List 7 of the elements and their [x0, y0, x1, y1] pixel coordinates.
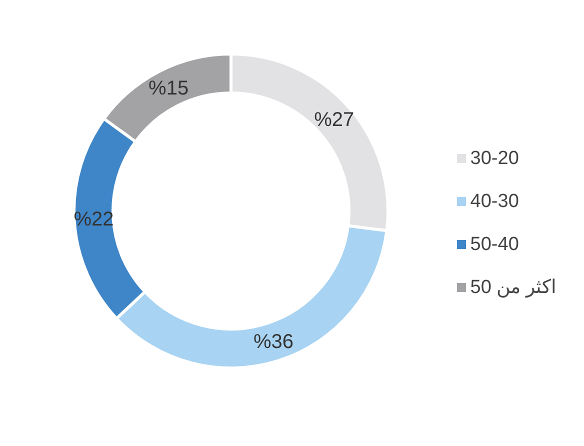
legend-label: 50-40	[470, 234, 519, 255]
legend-label: 30-20	[470, 148, 519, 169]
legend-label: 40-30	[470, 191, 519, 212]
data-label: %36	[253, 330, 294, 353]
data-label: %15	[148, 77, 189, 100]
data-label: %27	[314, 109, 354, 132]
legend-label: اكثر من 50	[470, 277, 556, 298]
